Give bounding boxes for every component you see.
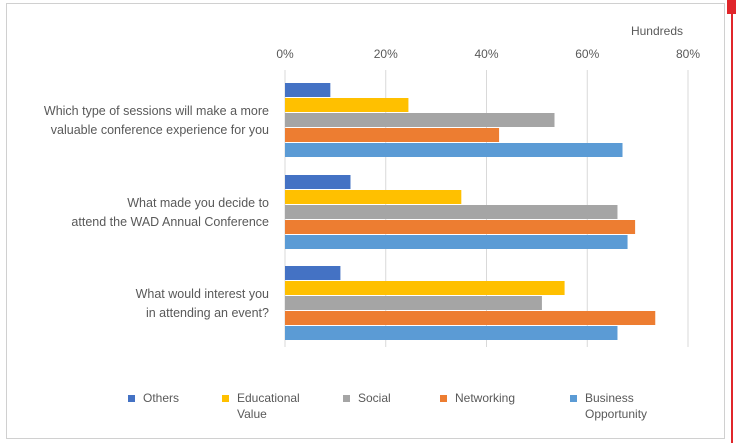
x-tick-label: 40% [474,47,498,61]
legend-label: Networking [455,391,516,405]
category-label: in attending an event? [146,306,269,320]
legend-item: Networking [440,390,515,406]
legend-swatch [570,395,577,402]
legend-label: Educational Value [237,391,300,421]
bar-business-opportunity [285,235,628,249]
legend-label: Social [358,391,391,405]
legend-item: Business Opportunity [570,390,647,422]
legend-swatch [128,395,135,402]
category-label: Which type of sessions will make a more [44,104,269,118]
category-label: What made you decide to [127,196,269,210]
x-tick-label: 60% [575,47,599,61]
legend-item: Social [343,390,391,406]
bar-others [285,83,331,97]
x-tick-label: 0% [276,47,294,61]
legend-label: Business Opportunity [585,391,648,421]
bar-social [285,205,618,219]
bar-networking [285,128,500,142]
legend-item: Others [128,390,179,406]
bar-business-opportunity [285,326,618,340]
legend-swatch [440,395,447,402]
bar-business-opportunity [285,143,623,157]
chart-legend: Others Educational Value Social Networking B… [0,385,736,435]
bar-social [285,296,542,310]
category-label: valuable conference experience for you [51,123,269,137]
page-edge-line [731,0,733,443]
bar-networking [285,311,656,325]
x-tick-label: 20% [374,47,398,61]
axis-unit-label: Hundreds [631,24,683,38]
bar-educational-value [285,281,565,295]
legend-swatch [222,395,229,402]
category-label: attend the WAD Annual Conference [71,215,269,229]
legend-label: Others [143,391,180,405]
legend-item: Educational Value [222,390,300,422]
x-tick-label: 80% [676,47,700,61]
bar-educational-value [285,98,409,112]
category-label: What would interest you [136,287,269,301]
page-corner-marker [727,0,736,14]
bar-networking [285,220,636,234]
bar-educational-value [285,190,462,204]
bar-others [285,266,341,280]
legend-swatch [343,395,350,402]
bar-others [285,175,351,189]
bar-social [285,113,555,127]
